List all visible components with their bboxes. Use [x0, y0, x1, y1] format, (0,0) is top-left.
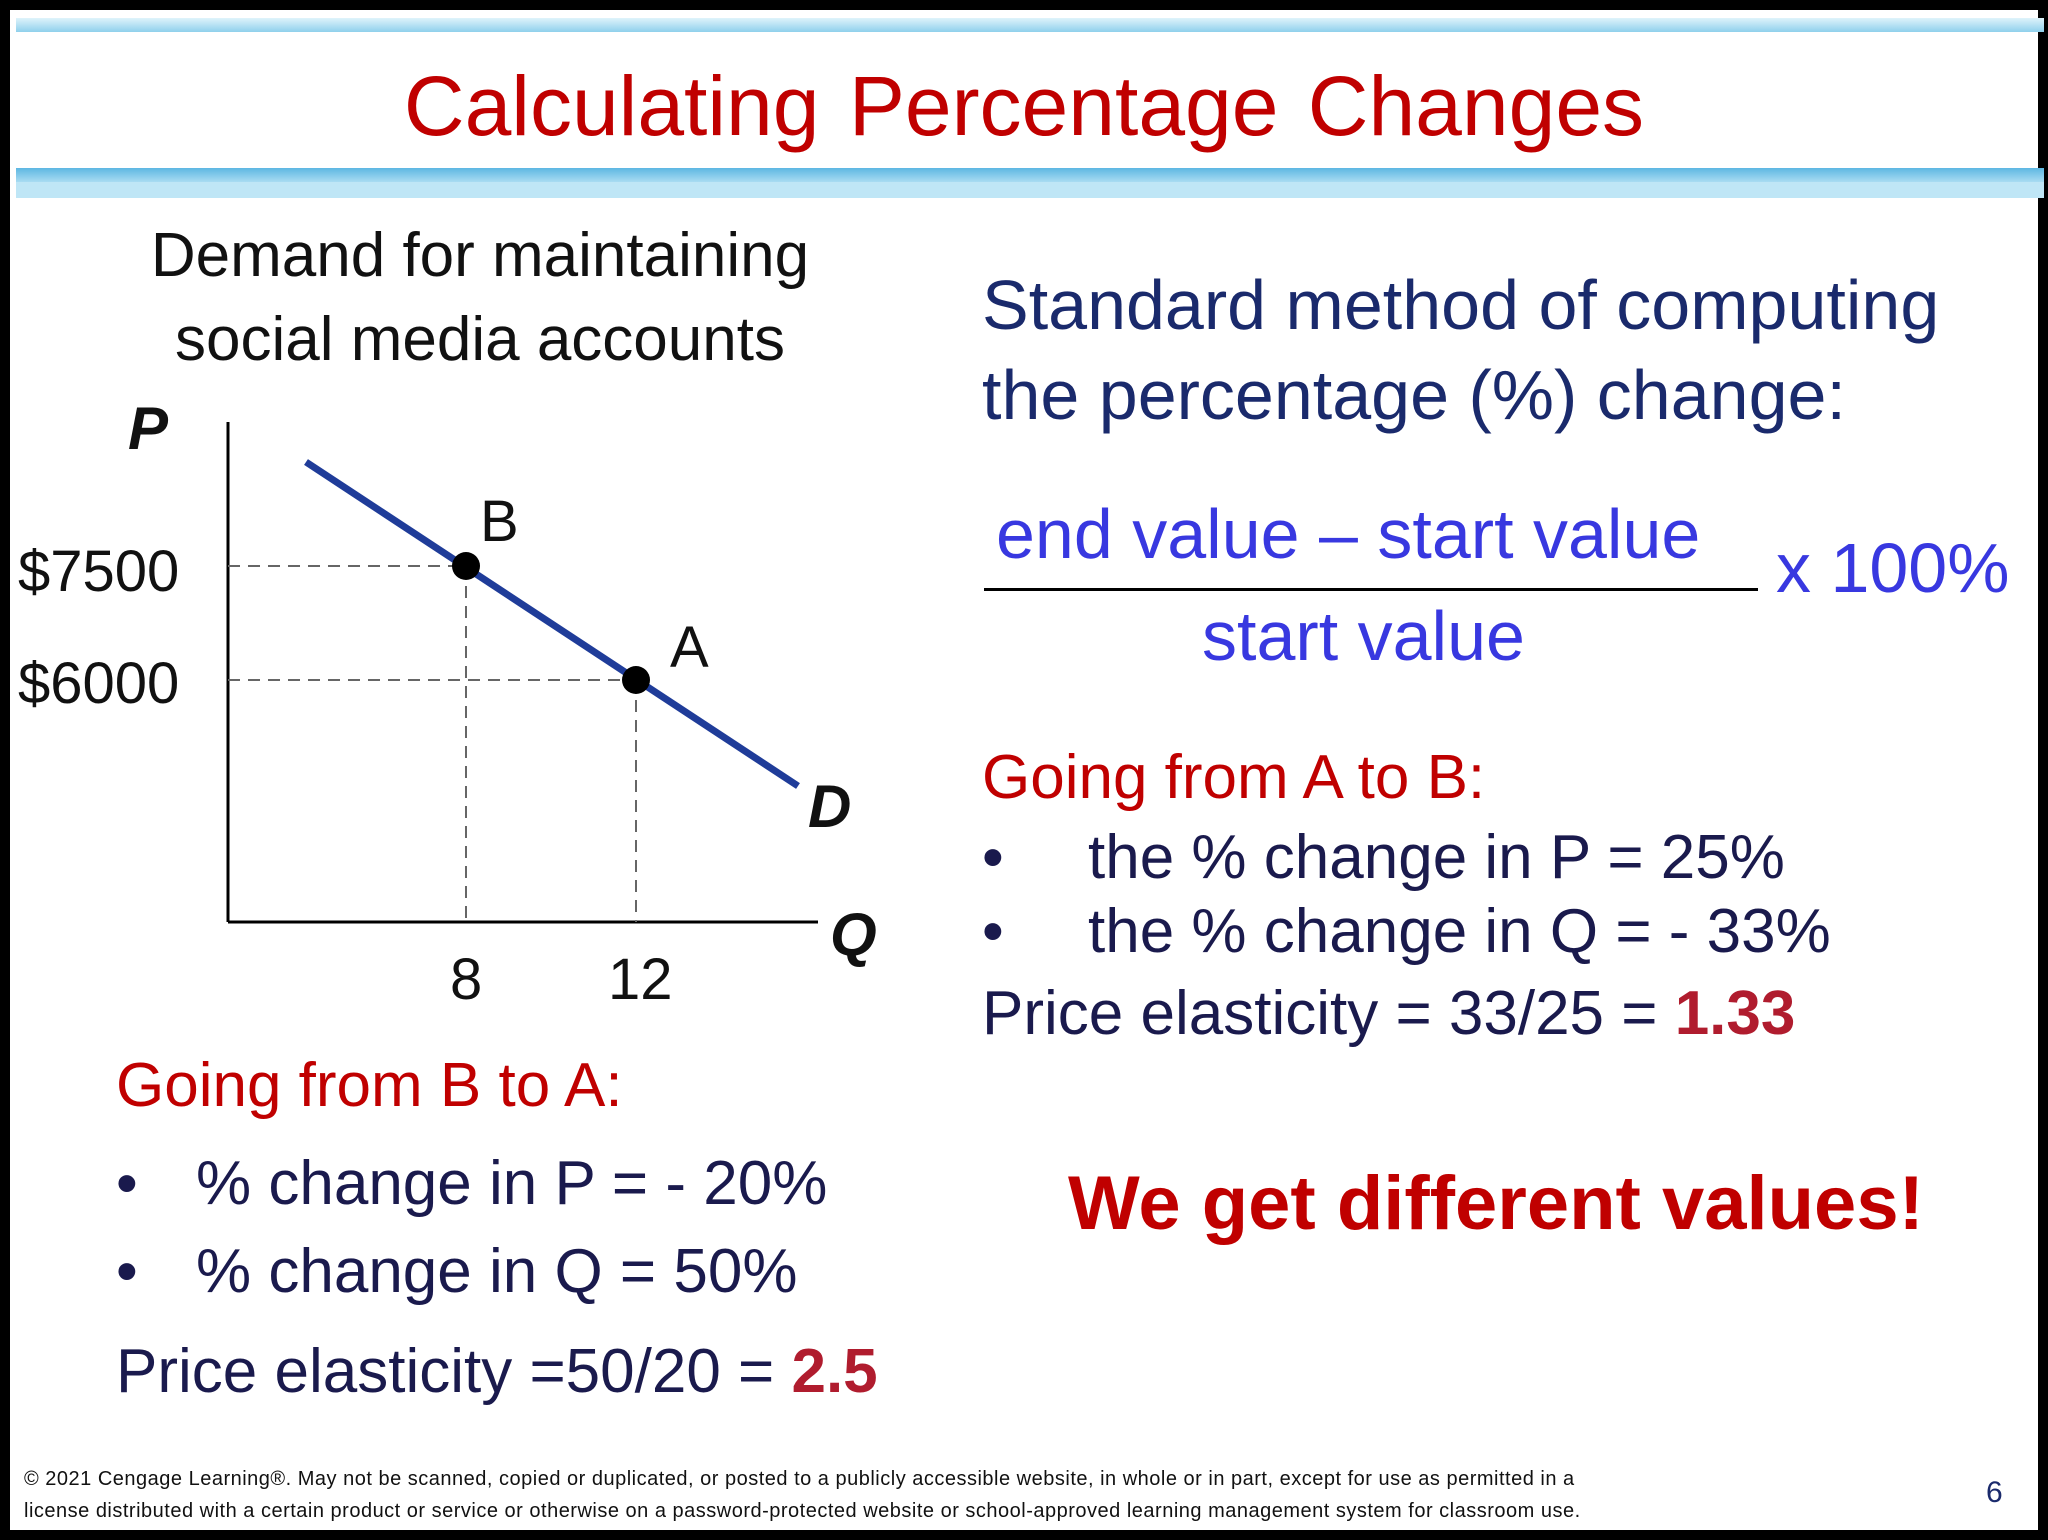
left-bullet-2: • % change in Q = 50%	[116, 1236, 797, 1307]
right-heading-line2: the percentage (%) change:	[982, 356, 1846, 434]
title-bottom-bar-light	[16, 182, 2044, 198]
left-bullet-2-text: % change in Q = 50%	[196, 1237, 798, 1306]
graph-title-line2: social media accounts	[175, 305, 785, 374]
page-number: 6	[1986, 1476, 2003, 1509]
bullet-dot: •	[116, 1149, 138, 1218]
right-elasticity-value: 1.33	[1674, 979, 1796, 1048]
right-elasticity-prefix: Price elasticity = 33/25 =	[982, 979, 1675, 1048]
right-bullet-2: • the % change in Q = - 33%	[982, 896, 1831, 967]
left-bullet-1-text: % change in P = - 20%	[196, 1149, 828, 1218]
left-bullet-1: • % change in P = - 20%	[116, 1148, 827, 1219]
point-a-label: A	[670, 615, 709, 680]
quantity-tick-8: 8	[450, 947, 483, 1012]
x-axis-label: Q	[830, 901, 877, 968]
formula-numerator: end value – start value	[996, 495, 1701, 573]
graph-title-line1: Demand for maintaining	[150, 221, 810, 290]
left-elasticity: Price elasticity =50/20 = 2.5	[116, 1336, 878, 1407]
price-tick-7500: $7500	[18, 539, 180, 604]
left-elasticity-value: 2.5	[791, 1337, 878, 1406]
left-heading: Going from B to A:	[116, 1051, 623, 1120]
right-bullet-1: • the % change in P = 25%	[982, 822, 1785, 893]
formula-fraction-line	[984, 588, 1758, 591]
price-tick-6000: $6000	[18, 651, 180, 716]
right-heading-line1: Standard method of computing	[982, 266, 1940, 344]
point-b	[452, 552, 480, 580]
slide-title: Calculating Percentage Changes	[403, 59, 1645, 153]
left-elasticity-prefix: Price elasticity =50/20 =	[116, 1337, 792, 1406]
footer-line1: © 2021 Cengage Learning®. May not be sca…	[24, 1468, 1575, 1490]
right-bullet-2-text: the % change in Q = - 33%	[1088, 897, 1831, 966]
title-top-bar	[16, 18, 2044, 32]
right-bullet-1-text: the % change in P = 25%	[1088, 823, 1785, 892]
bullet-dot: •	[982, 897, 1004, 966]
footer-line2: license distributed with a certain produ…	[24, 1500, 1581, 1522]
curve-label: D	[808, 773, 852, 840]
bullet-dot: •	[982, 823, 1004, 892]
point-a	[622, 666, 650, 694]
point-b-label: B	[480, 489, 519, 554]
formula-denominator: start value	[1202, 597, 1525, 675]
conclusion-text: We get different values!	[1068, 1161, 1924, 1246]
quantity-tick-12: 12	[608, 947, 673, 1012]
demand-graph	[226, 422, 818, 924]
right-elasticity: Price elasticity = 33/25 = 1.33	[982, 978, 1795, 1049]
y-axis-label: P	[128, 395, 169, 462]
title-bottom-bar	[16, 168, 2044, 182]
formula-multiplier: x 100%	[1776, 529, 2010, 607]
bullet-dot: •	[116, 1237, 138, 1306]
right-sub-heading: Going from A to B:	[982, 743, 1486, 812]
demand-curve	[304, 459, 800, 789]
